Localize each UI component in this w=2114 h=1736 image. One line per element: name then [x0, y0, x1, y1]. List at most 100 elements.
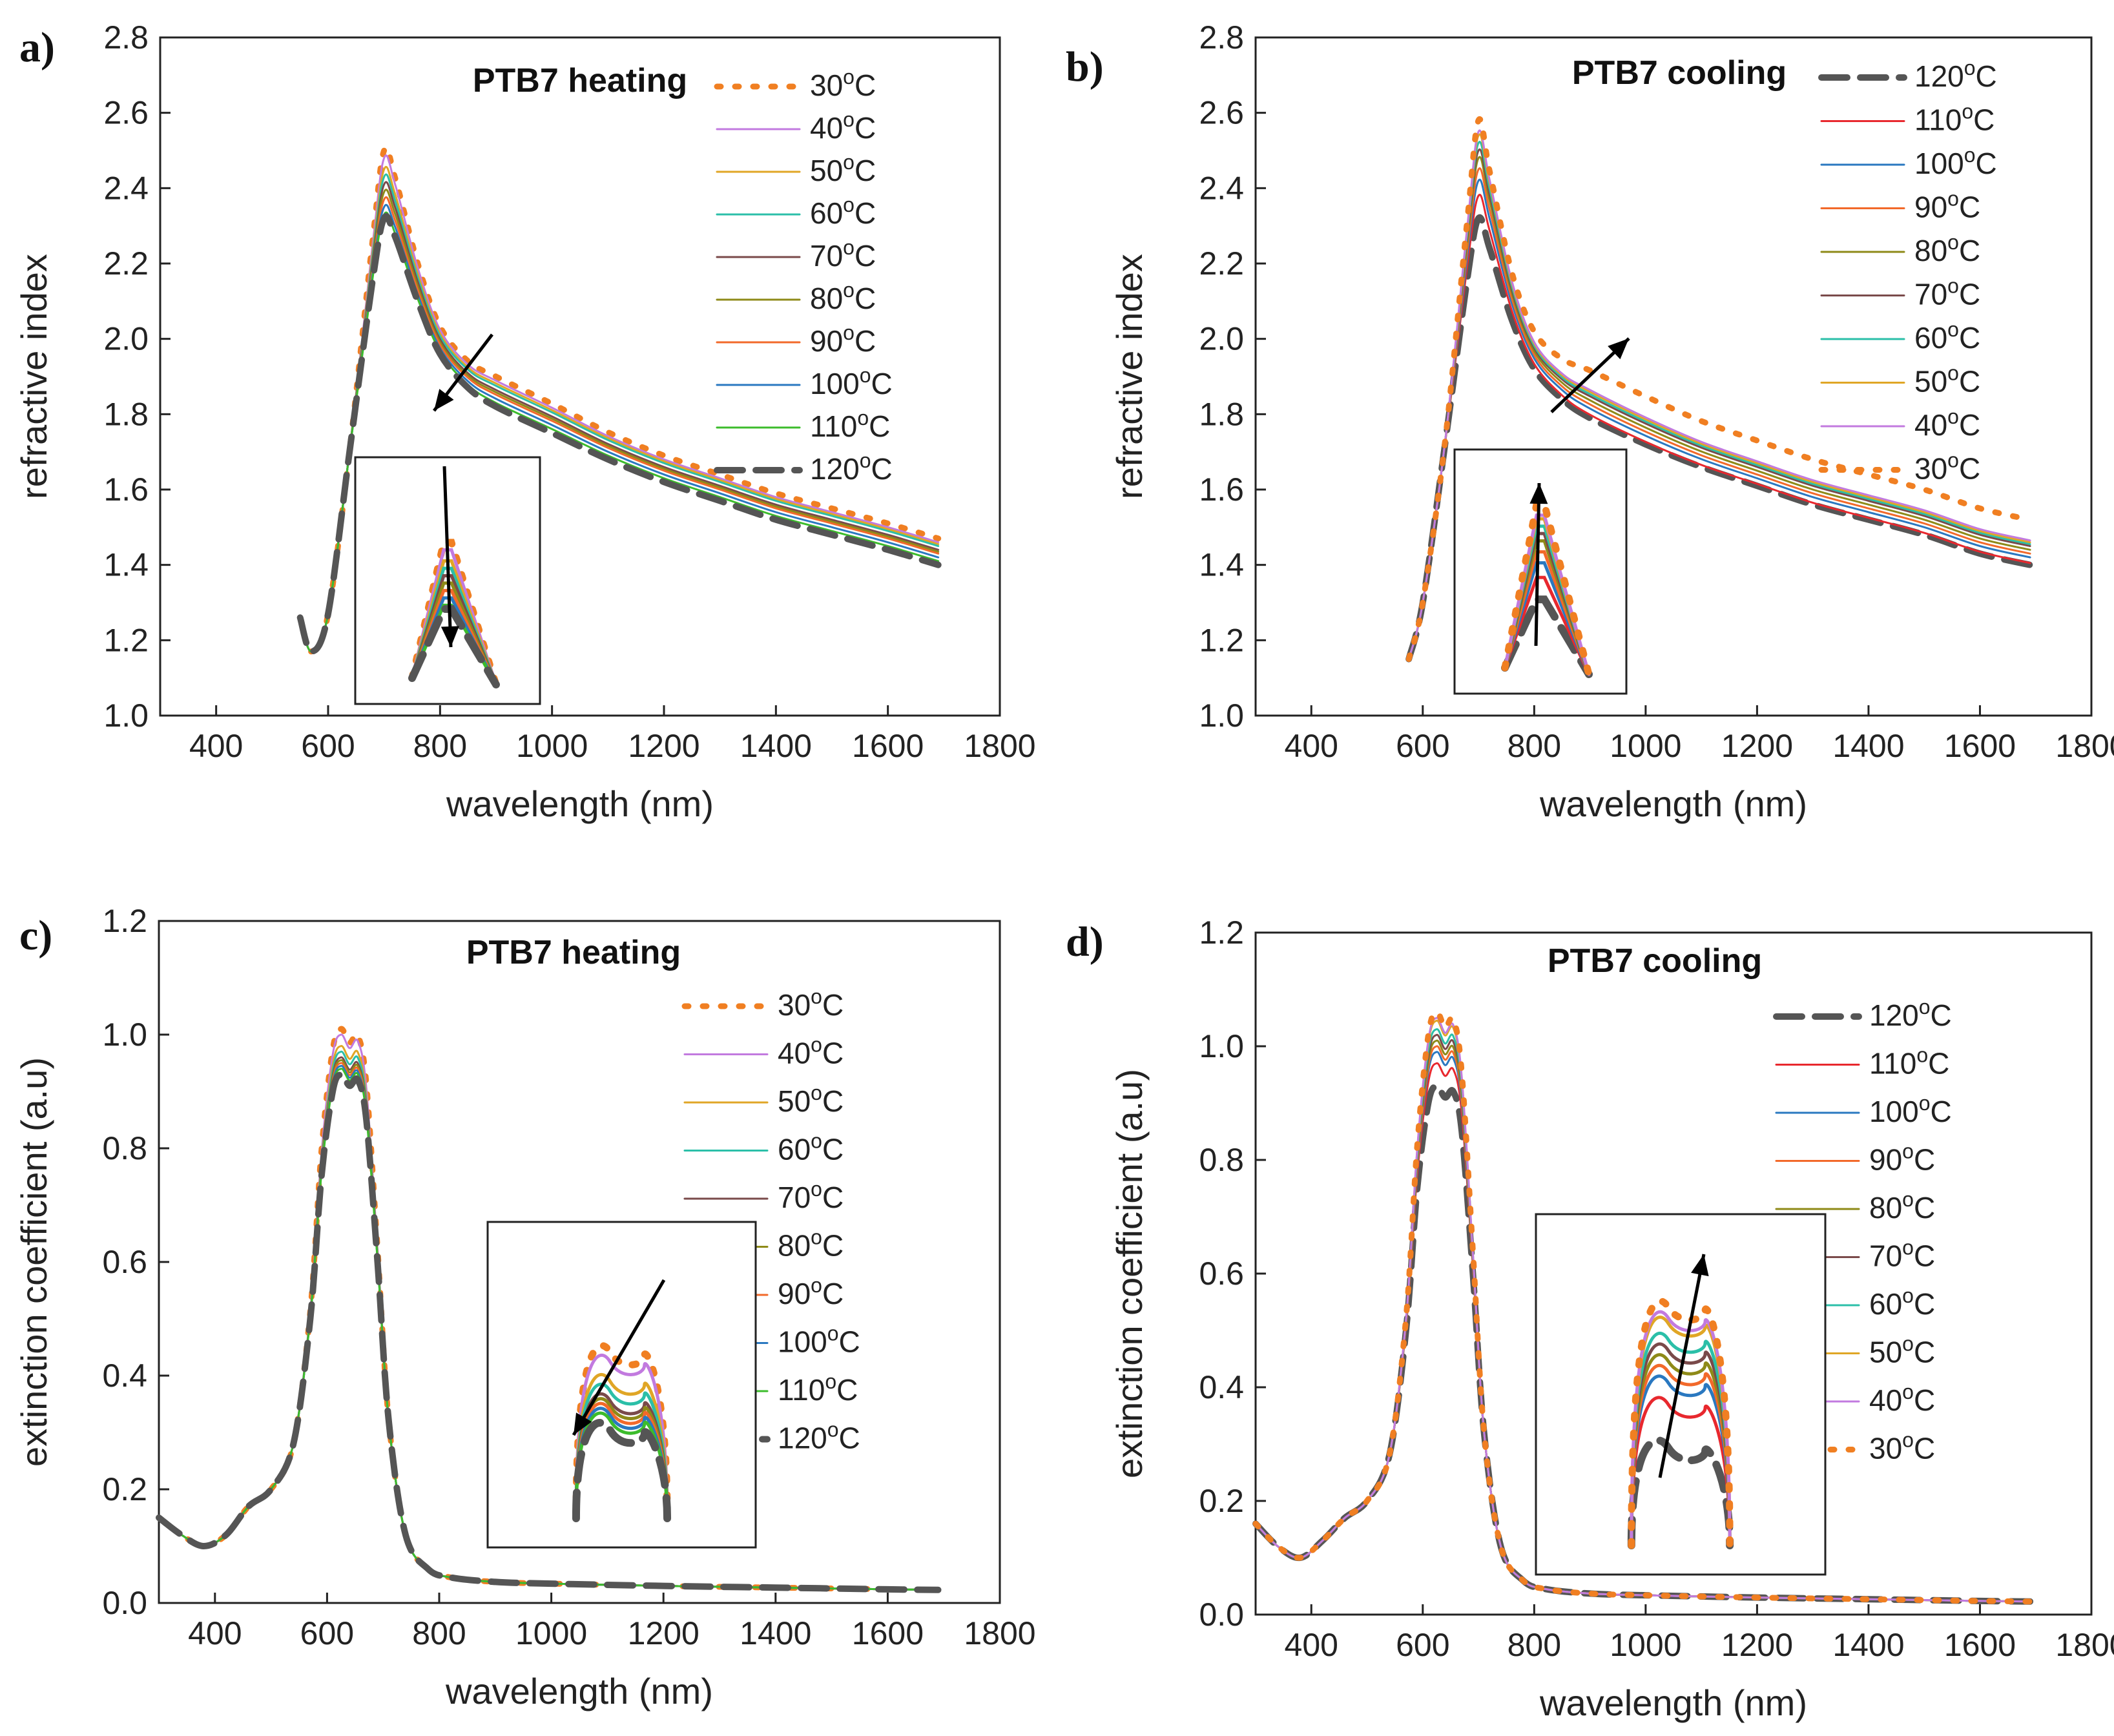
celsius-unit: C [1931, 1095, 1952, 1128]
legend-temp-value: 90 [778, 1277, 811, 1310]
degree-symbol: o [843, 108, 855, 131]
arrow-c-inset [572, 1279, 666, 1436]
y-axis-title: refractive index [1109, 254, 1150, 499]
y-tick-label: 0.6 [1199, 1256, 1244, 1292]
inset-curve-50 [574, 1372, 669, 1520]
x-tick-label: 1800 [2055, 728, 2114, 764]
arrow-a-main [433, 333, 493, 412]
inset-curve-30 [1628, 1297, 1734, 1549]
legend-label-90: 90oC [778, 1274, 844, 1310]
legend-temp-value: 70 [1869, 1239, 1902, 1273]
legend-temp-value: 70 [778, 1181, 811, 1214]
y-tick-label: 0.4 [1199, 1369, 1244, 1405]
inset-curve-60 [1630, 1331, 1732, 1547]
panel-1: 400 600 800 1000 1200 1400 1600 1800 1.0 1.2 1.4 1.… [14, 19, 1036, 824]
y-axis-title: refractive index [14, 254, 54, 499]
celsius-unit: C [1976, 59, 1997, 93]
series-group [296, 145, 942, 655]
inset-curve-120 [408, 605, 500, 688]
celsius-unit: C [1914, 1336, 1935, 1369]
panel-title: PTB7 heating [473, 62, 687, 99]
y-tick-label: 0.2 [1199, 1483, 1244, 1519]
legend-label-30: 30oC [778, 985, 844, 1022]
x-axis-title: wavelength (nm) [445, 1671, 713, 1711]
panel-title: PTB7 cooling [1548, 942, 1762, 980]
inset-curve-60 [574, 1382, 669, 1520]
y-tick-label: 2.8 [103, 19, 149, 56]
arrow-shaft [442, 466, 453, 648]
legend-label-80: 80oC [810, 278, 876, 315]
series-group [1405, 116, 2034, 663]
celsius-unit: C [855, 196, 876, 230]
celsius-unit: C [836, 1373, 858, 1407]
series-line-30 [297, 145, 942, 655]
degree-symbol: o [860, 449, 871, 472]
inset [486, 1221, 757, 1549]
inset-curve-30 [572, 1342, 671, 1522]
x-tick-label: 1400 [1832, 728, 1904, 764]
x-tick-label: 1600 [1944, 728, 2016, 764]
legend-label-60: 60oC [778, 1130, 844, 1166]
y-tick-label: 0.8 [102, 1130, 147, 1166]
x-tick-label: 1200 [1721, 1627, 1793, 1663]
legend-temp-value: 120 [1914, 59, 1964, 93]
degree-symbol: o [1964, 143, 1976, 167]
celsius-unit: C [822, 1229, 844, 1263]
legend-temp-value: 50 [1914, 365, 1947, 398]
y-tick-label: 2.2 [1199, 245, 1244, 282]
celsius-unit: C [855, 111, 876, 145]
y-tick-label: 2.4 [103, 170, 149, 206]
inset-curve-120 [572, 1419, 672, 1522]
legend: 30oC40oC50oC60oC70oC80oC90oC100oC110oC12… [681, 985, 860, 1455]
legend-label-110: 110oC [1869, 1044, 1949, 1080]
inset-curve-40 [574, 1353, 669, 1520]
legend-label-100: 100oC [778, 1322, 860, 1359]
legend-label-30: 30oC [1869, 1429, 1935, 1465]
legend-temp-value: 30 [1914, 452, 1947, 486]
x-tick-label: 800 [413, 728, 467, 764]
degree-symbol: o [1916, 1044, 1928, 1067]
legend-temp-value: 60 [810, 196, 843, 230]
celsius-unit: C [1959, 408, 1980, 442]
degree-symbol: o [1902, 1284, 1914, 1307]
legend-label-60: 60oC [1869, 1284, 1935, 1321]
y-tick-label: 1.4 [1199, 547, 1244, 583]
legend: 30oC40oC50oC60oC70oC80oC90oC100oC110oC12… [714, 65, 893, 486]
celsius-unit: C [1959, 452, 1980, 486]
x-axis-title: wavelength (nm) [1539, 1682, 1807, 1723]
x-axis-title: wavelength (nm) [1539, 783, 1807, 824]
arrow-head [574, 1412, 592, 1435]
series-group [1252, 1009, 2034, 1605]
panel-letter: a) [19, 24, 55, 71]
legend-label-70: 70oC [1869, 1236, 1935, 1273]
degree-symbol: o [827, 1322, 839, 1345]
degree-symbol: o [1919, 1091, 1931, 1115]
arrow-a-inset [440, 466, 459, 648]
celsius-unit: C [1973, 103, 1995, 137]
x-tick-label: 1800 [964, 728, 1035, 764]
y-tick-label: 0.0 [102, 1585, 147, 1621]
inset [1535, 1213, 1827, 1576]
celsius-unit: C [839, 1325, 860, 1359]
series-line-120 [1405, 214, 2034, 663]
y-tick-label: 1.0 [103, 698, 149, 734]
legend-temp-value: 80 [810, 282, 843, 315]
y-tick-label: 1.6 [1199, 471, 1244, 508]
celsius-unit: C [822, 1084, 844, 1118]
celsius-unit: C [855, 154, 876, 187]
legend-temp-value: 40 [778, 1037, 811, 1070]
y-tick-label: 1.4 [103, 547, 149, 583]
y-tick-label: 1.2 [1199, 622, 1244, 658]
y-tick-label: 0.4 [102, 1358, 147, 1394]
degree-symbol: o [857, 406, 869, 429]
celsius-unit: C [855, 68, 876, 102]
x-tick-label: 1800 [964, 1615, 1035, 1651]
legend-label-70: 70oC [810, 236, 876, 273]
arrow-b-main [1550, 337, 1630, 413]
celsius-unit: C [1976, 147, 1997, 180]
y-tick-label: 1.0 [102, 1017, 147, 1053]
arrow-head [1691, 1254, 1709, 1277]
y-tick-label: 1.2 [103, 622, 149, 658]
y-tick-label: 2.6 [1199, 95, 1244, 131]
